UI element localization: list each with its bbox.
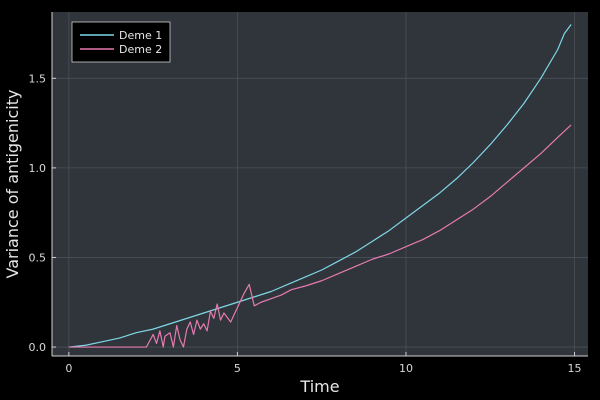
x-tick-label: 10 [399, 362, 413, 375]
series-line-deme-1 [68, 24, 572, 348]
legend-label-deme-2: Deme 2 [119, 43, 162, 56]
legend-label-deme-1: Deme 1 [119, 29, 162, 42]
series-layer [68, 24, 572, 348]
plot-area [52, 12, 588, 356]
y-axis-label: Variance of antigenicity [3, 90, 22, 279]
axes [51, 12, 588, 357]
series-line-deme-2 [68, 124, 572, 348]
legend-box [71, 21, 171, 63]
x-tick-label: 15 [568, 362, 582, 375]
y-tick-label: 0.0 [29, 341, 47, 354]
grid [52, 12, 588, 356]
y-tick-label: 1.5 [29, 72, 47, 85]
y-tick-label: 0.5 [29, 251, 47, 264]
x-tick-label: 0 [65, 362, 72, 375]
x-tick-label: 5 [234, 362, 241, 375]
y-tick-label: 1.0 [29, 162, 47, 175]
tick-labels: 0 5 10 15 0.0 0.5 1.0 1.5 [29, 72, 582, 375]
x-axis-label: Time [299, 377, 339, 396]
